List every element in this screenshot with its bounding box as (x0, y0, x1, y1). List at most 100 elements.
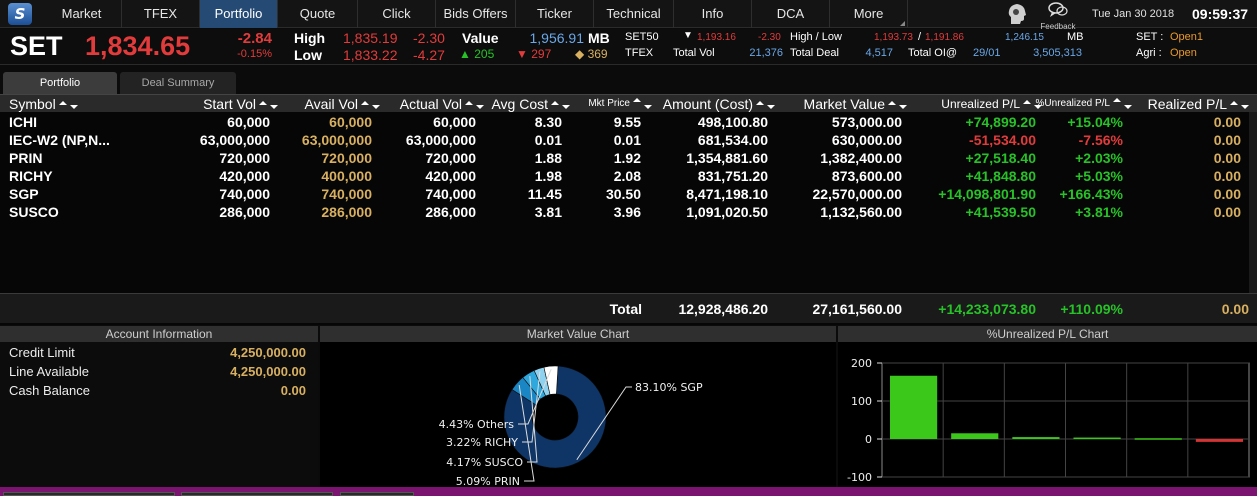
bar-iec-w2[interactable] (1195, 439, 1243, 442)
footer-tab[interactable] (3, 492, 175, 496)
portfolio-tabs: Portfolio Deal Summary (0, 72, 1257, 94)
bar-prin[interactable] (1134, 438, 1182, 440)
cell-realized: 0.00 (1213, 204, 1241, 220)
bar-susco[interactable] (1073, 437, 1121, 440)
table-row[interactable]: IEC-W2 (NP,N... 63,000,000 63,000,000 63,00… (0, 131, 1257, 149)
pie-label-susco: 4.17% SUSCO (446, 456, 523, 469)
sort-icon (56, 95, 78, 113)
cell-market-value: 873,600.00 (831, 168, 902, 184)
menu-quote[interactable]: Quote (278, 0, 358, 28)
decline-value: 297 (531, 47, 552, 61)
pie-slice-others[interactable] (543, 365, 559, 395)
col-avg-cost[interactable]: Avg Cost (478, 95, 570, 113)
menu-click[interactable]: Click (358, 0, 436, 28)
cell-unrealized: +27,518.40 (965, 150, 1036, 166)
col-market-value[interactable]: Market Value (775, 95, 907, 113)
index-change-pct: -0.15% (237, 48, 272, 60)
cell-mkt-price: 9.55 (613, 114, 641, 130)
y-tick-label: 100 (851, 395, 872, 408)
sort-icon (885, 95, 907, 113)
y-tick-label: 200 (851, 357, 872, 370)
set-status: Open1 (1170, 31, 1204, 43)
col-unrealized-pl[interactable]: Unrealized P/L (920, 95, 1042, 113)
sort-icon (1110, 95, 1132, 113)
cell-unrealized-pct: +3.81% (1075, 204, 1123, 220)
pie-label-sgp: 83.10% SGP (635, 381, 703, 394)
cell-symbol: SUSCO (9, 204, 59, 220)
table-row[interactable]: ICHI 60,000 60,000 60,000 8.30 9.55 498,100.80… (0, 113, 1257, 131)
col-start-vol[interactable]: Start Vol (150, 95, 278, 113)
col-avail-vol[interactable]: Avail Vol (270, 95, 380, 113)
cell-amount: 681,534.00 (697, 132, 768, 148)
sort-icon (1227, 95, 1249, 113)
bar-richy[interactable] (1012, 437, 1060, 439)
col-actual-vol-label: Actual Vol (399, 96, 462, 112)
set50-high: 1,193.73 (874, 32, 913, 43)
cell-symbol: ICHI (9, 114, 37, 130)
footer-tab[interactable] (181, 492, 333, 496)
col-actual-vol[interactable]: Actual Vol (370, 95, 484, 113)
grid-scrollbar[interactable] (1249, 112, 1257, 293)
footer-tab[interactable] (340, 492, 414, 496)
pie-label-others: 4.43% Others (439, 418, 515, 431)
line-available-value: 4,250,000.00 (230, 364, 306, 379)
cell-avail-vol: 740,000 (321, 186, 372, 202)
menu-portfolio[interactable]: Portfolio (200, 0, 278, 28)
cell-avail-vol: 286,000 (321, 204, 372, 220)
low-value: 1,833.22 (343, 47, 398, 63)
col-mkt-price[interactable]: Mkt Price (560, 95, 652, 113)
menu-bids-offers[interactable]: Bids Offers (436, 0, 516, 28)
high-value: 1,835.19 (343, 30, 398, 46)
advance-count: ▲ 205 (459, 47, 495, 61)
unchanged-count: ◆ 369 (575, 47, 608, 61)
menu-market[interactable]: Market (42, 0, 122, 28)
col-realized-pl-label: Realized P/L (1147, 96, 1227, 112)
menu-technical[interactable]: Technical (594, 0, 674, 28)
menu-info[interactable]: Info (674, 0, 752, 28)
set-status-label: SET : (1136, 31, 1164, 43)
menu-more[interactable]: More (830, 0, 908, 28)
feedback-label: Feedback (1040, 22, 1076, 31)
credit-limit-label: Credit Limit (9, 345, 75, 360)
user-head-icon[interactable] (1006, 2, 1028, 31)
cell-symbol: IEC-W2 (NP,N... (9, 132, 110, 148)
cash-balance-label: Cash Balance (9, 383, 90, 398)
total-deal: 4,517 (865, 47, 893, 59)
sort-icon (548, 95, 570, 113)
col-symbol[interactable]: Symbol (9, 95, 78, 113)
col-realized-pl[interactable]: Realized P/L (1135, 95, 1249, 113)
feedback-button[interactable]: Feedback (1040, 2, 1076, 31)
table-row[interactable]: RICHY 420,000 400,000 420,000 1.98 2.08 831,75… (0, 167, 1257, 185)
bar-sgp[interactable] (890, 375, 938, 439)
index-value: 1,834.65 (85, 31, 191, 61)
bar-ichi[interactable] (951, 433, 999, 439)
cell-avail-vol: 63,000,000 (301, 132, 372, 148)
set50-unit: MB (1067, 31, 1084, 43)
col-amount-cost[interactable]: Amount (Cost) (645, 95, 775, 113)
cell-symbol: PRIN (9, 150, 43, 166)
menu-tfex[interactable]: TFEX (122, 0, 200, 28)
cell-amount: 8,471,198.10 (686, 186, 768, 202)
col-avg-cost-label: Avg Cost (491, 96, 548, 112)
cell-amount: 498,100.80 (697, 114, 768, 130)
cell-mkt-price: 2.08 (613, 168, 641, 184)
menu-dca[interactable]: DCA (752, 0, 830, 28)
index-change: -2.84 (237, 30, 272, 47)
set50-label: SET50 (625, 31, 659, 43)
feedback-icon (1048, 2, 1068, 17)
total-oi: 3,505,313 (1033, 47, 1082, 59)
high-low-separator: / (918, 31, 922, 43)
app-logo-icon[interactable]: S (8, 3, 32, 25)
cell-unrealized: +74,899.20 (965, 114, 1036, 130)
tab-deal-summary[interactable]: Deal Summary (120, 72, 236, 94)
col-unrealized-pct[interactable]: %Unrealized P/L (1030, 95, 1132, 113)
table-row[interactable]: PRIN 720,000 720,000 720,000 1.88 1.92 1,354,8… (0, 149, 1257, 167)
tab-portfolio[interactable]: Portfolio (3, 72, 117, 94)
col-market-value-label: Market Value (803, 96, 885, 112)
table-row[interactable]: SUSCO 286,000 286,000 286,000 3.81 3.96 1,091,… (0, 203, 1257, 221)
col-start-vol-label: Start Vol (203, 96, 256, 112)
cell-actual-vol: 286,000 (425, 204, 476, 220)
table-row[interactable]: SGP 740,000 740,000 740,000 11.45 30.50 8,471,… (0, 185, 1257, 203)
cell-actual-vol: 60,000 (433, 114, 476, 130)
menu-ticker[interactable]: Ticker (516, 0, 594, 28)
